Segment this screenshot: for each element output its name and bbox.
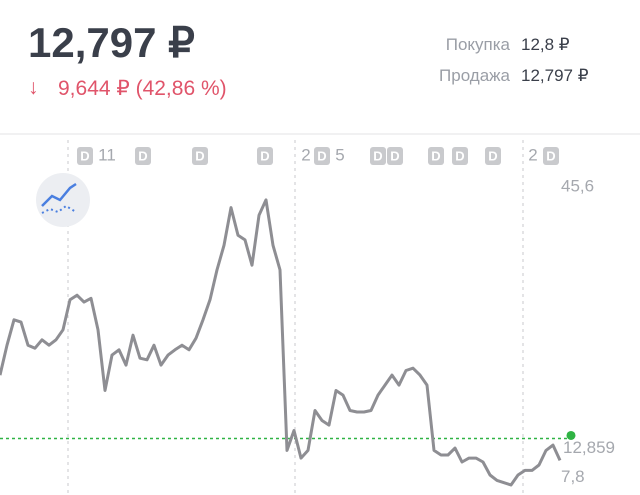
event-badge [452,147,468,165]
event-badge [485,147,501,165]
event-label: D [488,148,497,163]
buy-value: 12,8 ₽ [521,35,570,54]
buy-label: Покупка [445,35,510,54]
event-label: D [317,148,326,163]
event-label: D [80,148,89,163]
event-badge [370,147,386,165]
change: 9,644 ₽ (42,86 %) [58,77,227,100]
event-badge [428,147,444,165]
event-badge [135,147,151,165]
sell-value: 12,797 ₽ [521,66,589,85]
x-label: 2 [301,145,310,164]
event-label: D [455,148,464,163]
x-label: 5 [335,145,344,164]
event-badge [387,147,403,165]
price-line [0,198,562,487]
x-label: 11 [98,145,116,164]
event-label: D [195,148,204,163]
event-label: D [390,148,399,163]
price: 12,797 ₽ [28,19,195,66]
event-label: D [138,148,147,163]
event-label: D [546,148,555,163]
event-badge [543,147,559,165]
sell-label: Продажа [439,66,510,85]
y-tick-label: 45,6 [561,176,594,195]
x-label: 2 [528,145,537,164]
y-tick-label: 7,8 [561,467,585,486]
change-arrow: ↓ [28,76,39,99]
event-badge [314,147,330,165]
indicator-button[interactable] [36,173,90,227]
current-dot [566,430,576,440]
event-label: D [373,148,382,163]
event-label: D [260,148,269,163]
event-badge [192,147,208,165]
event-label: D [431,148,440,163]
current-price-label: 12,859 [563,438,615,457]
event-badge [77,147,93,165]
event-badge [257,147,273,165]
